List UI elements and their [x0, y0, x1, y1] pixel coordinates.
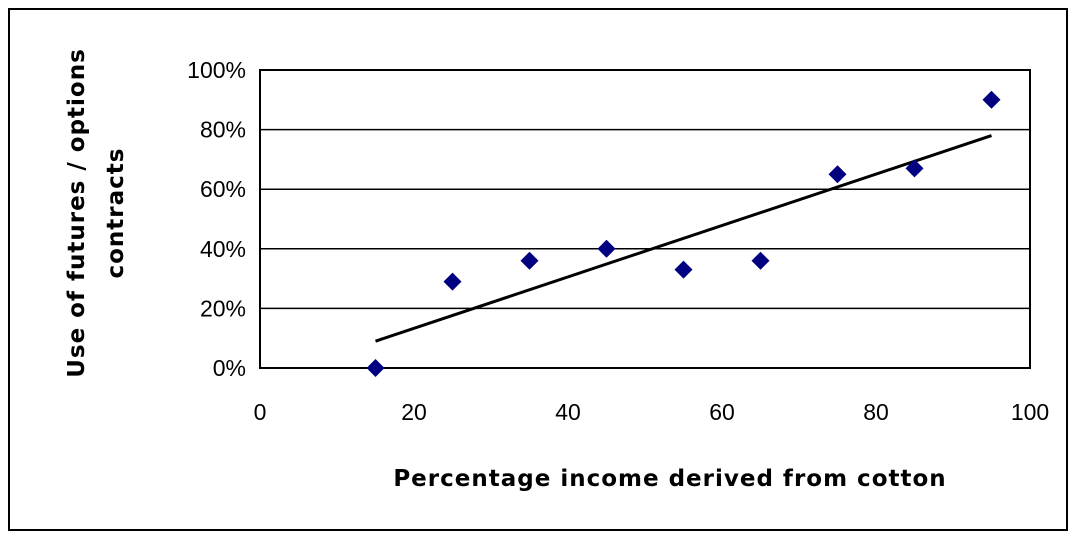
grid-lines: [260, 69, 1030, 369]
data-point: [982, 90, 1001, 109]
y-axis-tick-labels: 0% 20% 40% 60% 80% 100%: [187, 57, 246, 381]
data-point: [366, 359, 385, 377]
y-tick-label: 20%: [200, 295, 246, 321]
chart-frame: [8, 8, 1068, 531]
data-point: [751, 251, 770, 270]
x-tick-label: 80: [863, 399, 889, 425]
data-point: [520, 251, 539, 270]
x-tick-label: 100: [1011, 399, 1049, 425]
y-tick-label: 100%: [187, 57, 246, 83]
plot-area: [259, 69, 1031, 369]
x-axis-title: Percentage income derived from cotton: [393, 466, 946, 492]
y-tick-label: 60%: [200, 176, 246, 202]
y-axis-title-line1: Use of futures / options: [64, 48, 90, 378]
data-point: [443, 272, 462, 291]
y-tick-label: 80%: [200, 117, 246, 143]
trendline: [375, 134, 992, 343]
y-axis-title-line2: contracts: [103, 148, 129, 279]
y-tick-label: 0%: [213, 355, 246, 381]
x-tick-label: 40: [555, 399, 581, 425]
data-point: [674, 260, 693, 279]
x-tick-label: 20: [401, 399, 427, 425]
x-axis-tick-labels: 0 20 40 60 80 100: [254, 399, 1050, 425]
data-point: [905, 159, 924, 178]
data-points: [366, 90, 1001, 377]
data-point: [828, 165, 847, 184]
y-tick-label: 40%: [200, 236, 246, 262]
data-point: [597, 239, 616, 258]
x-tick-label: 60: [709, 399, 735, 425]
x-tick-label: 0: [254, 399, 267, 425]
